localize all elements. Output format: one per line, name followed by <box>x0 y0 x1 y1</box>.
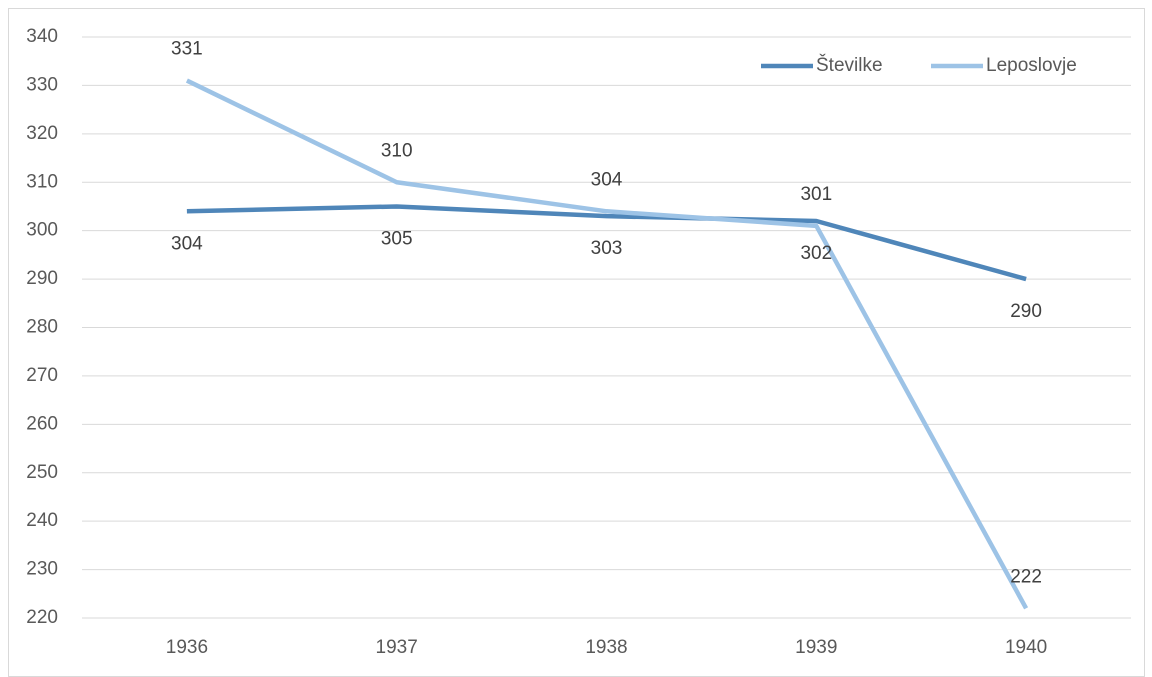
data-label: 304 <box>591 169 623 190</box>
data-label: 301 <box>800 184 832 205</box>
y-tick-label: 260 <box>26 413 58 434</box>
data-label: 222 <box>1010 566 1042 587</box>
y-tick-label: 270 <box>26 365 58 386</box>
series-line <box>186 204 1027 282</box>
x-tick-label: 1938 <box>585 637 627 658</box>
x-tick-label: 1940 <box>1005 637 1047 658</box>
y-tick-label: 340 <box>26 26 58 47</box>
data-label: 303 <box>591 238 623 259</box>
data-label: 302 <box>800 243 832 264</box>
series-line <box>185 78 1029 610</box>
y-tick-label: 240 <box>26 510 58 531</box>
legend-label: Številke <box>816 54 883 76</box>
y-tick-label: 310 <box>26 171 58 192</box>
y-tick-label: 230 <box>26 559 58 580</box>
y-tick-label: 330 <box>26 74 58 95</box>
data-label: 305 <box>381 228 413 249</box>
data-label: 310 <box>381 140 413 161</box>
y-tick-label: 250 <box>26 462 58 483</box>
x-tick-label: 1939 <box>795 637 837 658</box>
legend-label: Leposlovje <box>986 55 1077 76</box>
y-tick-label: 320 <box>26 123 58 144</box>
y-tick-label: 220 <box>26 607 58 628</box>
x-tick-label: 1936 <box>166 637 208 658</box>
data-label: 331 <box>171 39 203 60</box>
y-tick-label: 300 <box>26 220 58 241</box>
data-label: 304 <box>171 233 203 254</box>
chart-border <box>8 8 1145 677</box>
x-tick-label: 1937 <box>376 637 418 658</box>
data-label: 290 <box>1010 301 1042 322</box>
y-tick-label: 290 <box>26 268 58 289</box>
y-tick-label: 280 <box>26 317 58 338</box>
